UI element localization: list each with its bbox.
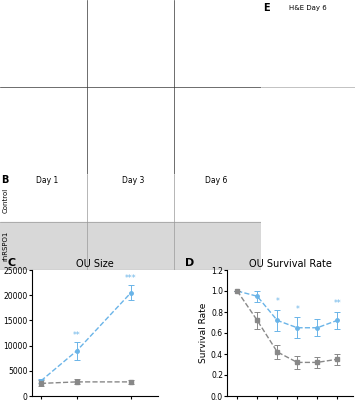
- Bar: [175, 270, 262, 318]
- Title: OU Size: OU Size: [76, 259, 114, 269]
- Text: rhRSPO1: rhRSPO1: [2, 115, 9, 146]
- Text: rhRSPO1: rhRSPO1: [2, 231, 9, 261]
- Text: B: B: [1, 176, 9, 186]
- Text: C: C: [7, 258, 15, 268]
- Text: Control: Control: [2, 34, 9, 60]
- Text: Day 1: Day 1: [36, 4, 58, 12]
- Text: Day 6: Day 6: [206, 176, 228, 185]
- Bar: [87, 270, 175, 318]
- Text: A: A: [1, 3, 9, 13]
- Bar: [87, 222, 175, 270]
- Text: *: *: [275, 297, 279, 306]
- Text: Day 3: Day 3: [122, 4, 144, 12]
- Y-axis label: OU area (μm²): OU area (μm²): [0, 301, 1, 365]
- Text: Day 6: Day 6: [206, 4, 228, 12]
- Text: Day 1: Day 1: [36, 176, 58, 185]
- Text: H&E Day 6: H&E Day 6: [289, 5, 327, 11]
- Text: *: *: [295, 304, 299, 314]
- Bar: [0, 222, 87, 270]
- Title: OU Survival Rate: OU Survival Rate: [249, 259, 332, 269]
- Text: ***: ***: [125, 274, 137, 283]
- Bar: [175, 222, 262, 270]
- Text: **: **: [333, 299, 341, 308]
- Text: E: E: [263, 3, 269, 13]
- Text: **: **: [73, 330, 81, 340]
- Text: Day 3: Day 3: [122, 176, 144, 185]
- Text: D: D: [185, 258, 195, 268]
- Bar: [0, 270, 87, 318]
- Y-axis label: Survival Rate: Survival Rate: [199, 303, 208, 363]
- Text: Control: Control: [2, 187, 9, 212]
